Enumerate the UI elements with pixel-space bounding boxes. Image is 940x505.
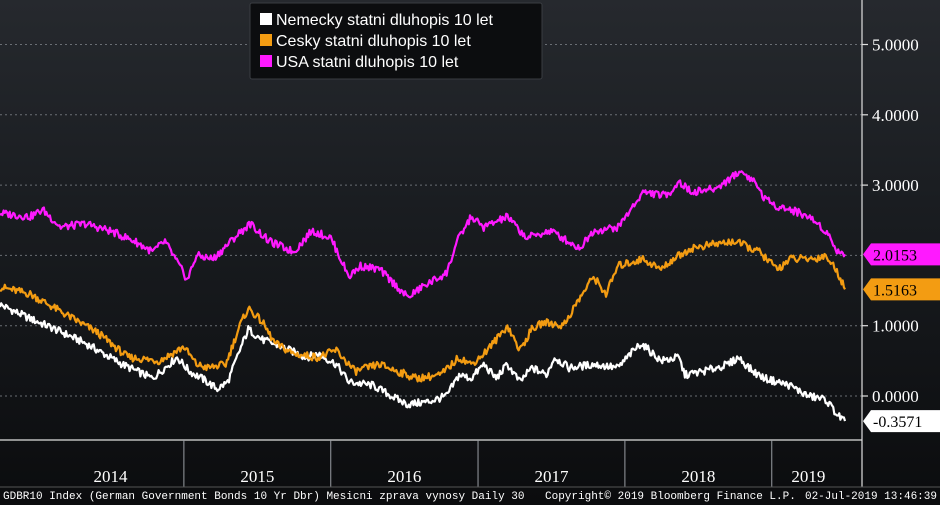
- legend-entry: Cesky statni dluhopis 10 let: [260, 33, 471, 50]
- last-value-tag: -0.3571: [863, 410, 940, 433]
- footer-copyright-text: Copyright© 2019 Bloomberg Finance L.P.: [545, 491, 796, 503]
- series-line: [0, 302, 847, 422]
- legend-entry: Nemecky statni dluhopis 10 let: [260, 12, 494, 29]
- grid: [0, 44, 862, 397]
- series-lines: [0, 170, 847, 422]
- x-tick-label: 2014: [93, 467, 128, 486]
- series-line: [0, 170, 846, 299]
- y-axis: 5.0000 4.0000 3.0000 1.0000 0.0000: [861, 0, 919, 487]
- legend-swatch: [260, 55, 272, 67]
- tag-value: 2.0153: [873, 247, 917, 264]
- tag-value: 1.5163: [873, 282, 917, 299]
- last-value-tag: 1.5163: [863, 278, 940, 301]
- legend-label: Cesky statni dluhopis 10 let: [276, 33, 471, 50]
- footer-source-text: GDBR10 Index (German Government Bonds 10…: [3, 491, 525, 503]
- legend-swatch: [260, 13, 272, 25]
- legend-label: USA statni dluhopis 10 let: [276, 54, 459, 71]
- x-tick-label: 2016: [387, 467, 421, 486]
- tag-background: [863, 410, 940, 433]
- tag-background: [863, 243, 940, 266]
- x-axis: 2014 2015 2016 2017 2018 2019: [0, 439, 862, 487]
- tag-background: [863, 278, 940, 301]
- y-tick-label: 3.0000: [872, 176, 919, 195]
- x-tick-label: 2019: [791, 467, 825, 486]
- x-tick-label: 2017: [534, 467, 569, 486]
- y-tick-label: 5.0000: [872, 36, 919, 55]
- legend-label: Nemecky statni dluhopis 10 let: [276, 12, 494, 29]
- last-value-tags: -0.3571 1.5163 2.0153: [863, 243, 940, 433]
- series-line: [0, 238, 846, 383]
- y-tick-label: 0.0000: [872, 387, 919, 406]
- legend: Nemecky statni dluhopis 10 let Cesky stat…: [249, 2, 543, 80]
- tag-value: -0.3571: [873, 414, 922, 431]
- last-value-tag: 2.0153: [863, 243, 940, 266]
- footer-timestamp-text: 02-Jul-2019 13:46:39: [805, 491, 937, 503]
- y-tick-label: 1.0000: [872, 317, 919, 336]
- legend-box: [249, 2, 543, 80]
- footer: GDBR10 Index (German Government Bonds 10…: [0, 486, 940, 503]
- y-tick-label: 4.0000: [872, 106, 919, 125]
- legend-entry: USA statni dluhopis 10 let: [260, 54, 459, 71]
- x-tick-label: 2018: [681, 467, 715, 486]
- x-tick-label: 2015: [240, 467, 274, 486]
- legend-swatch: [260, 34, 272, 46]
